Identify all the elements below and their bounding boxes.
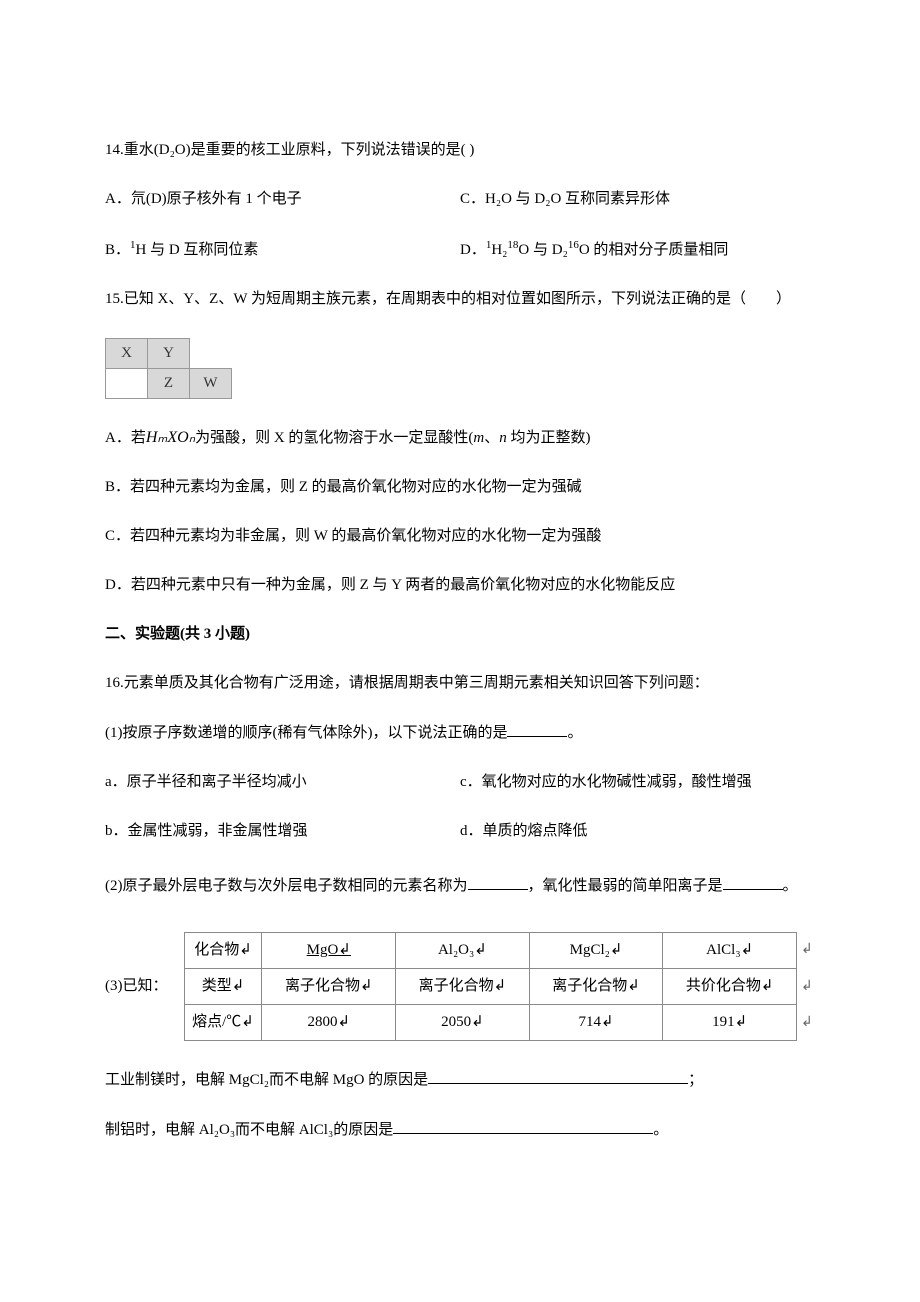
q15-stem: 15.已知 X、Y、Z、W 为短周期主族元素，在周期表中的相对位置如图所示，下列… <box>105 289 815 310</box>
q15-optB: B．若四种元素均为金属，则 Z 的最高价氧化物对应的水化物一定为强碱 <box>105 477 815 498</box>
tcell-r2c0: 类型↲ <box>184 968 262 1004</box>
q16-p1: (1)按原子序数递增的顺序(稀有气体除外)，以下说法正确的是 。 <box>105 722 815 744</box>
tcell-r1c0: 化合物↲ <box>184 932 262 968</box>
tcell-r2c3: 离子化合物↲ <box>529 968 663 1004</box>
q16-stem: 16.元素单质及其化合物有广泛用途，请根据周期表中第三周期元素相关知识回答下列问… <box>105 673 815 694</box>
q15-periodic-table: X Y Z W <box>105 338 232 399</box>
q16-p1-pre: (1)按原子序数递增的顺序(稀有气体除外)，以下说法正确的是 <box>105 725 507 741</box>
pt-cell-w: W <box>190 369 232 399</box>
pt-cell-x: X <box>106 339 148 369</box>
q16-p4-blank <box>428 1069 688 1084</box>
q15-optA-sep: 、 <box>484 430 499 446</box>
q16-p2-pre: (2)原子最外层电子数与次外层电子数相同的元素名称为 <box>105 878 468 894</box>
q16-a: a．原子半径和离子半径均减小 <box>105 772 460 793</box>
q15-optA-mid: 为强酸，则 X 的氢化物溶于水一定显酸性( <box>195 430 473 446</box>
q16-p5-end: 。 <box>653 1122 668 1138</box>
row-end-1: ↲ <box>797 940 815 960</box>
q15-optA-formula: HₘXOₙ <box>146 429 195 446</box>
row-end-marks: ↲ ↲ ↲ <box>797 931 815 1041</box>
q14-optA: A．氘(D)原子核外有 1 个电子 <box>105 189 460 210</box>
q16-p2-blank1 <box>468 875 528 890</box>
q15-optA-end: 均为正整数) <box>507 430 591 446</box>
q14-optD-mid: O 与 D₂ <box>518 242 567 258</box>
tcell-r2c1: 离子化合物↲ <box>262 968 396 1004</box>
q16-c: c．氧化物对应的水化物碱性减弱，酸性增强 <box>460 772 815 793</box>
q14-optB-pre: B． <box>105 242 130 258</box>
q15-optC: C．若四种元素均为非金属，则 W 的最高价氧化物对应的水化物一定为强酸 <box>105 526 815 547</box>
pt-cell-empty <box>106 369 148 399</box>
q16-p3-prefix: (3)已知： <box>105 976 168 997</box>
q16-p5: 制铝时，电解 Al₂O₃而不电解 AlCl₃的原因是 。 <box>105 1119 815 1141</box>
tcell-r1c1: MgO↲ <box>262 932 396 968</box>
tcell-r3c0: 熔点/℃↲ <box>184 1004 262 1040</box>
tcell-r1c2: Al₂O₃↲ <box>396 932 530 968</box>
q16-data-table: 化合物↲ MgO↲ Al₂O₃↲ MgCl₂↲ AlCl₃↲ 类型↲ 离子化合物… <box>184 932 798 1041</box>
q14-row2: B．1H 与 D 互称同位素 D．1H₂18O 与 D₂16O 的相对分子质量相… <box>105 238 815 261</box>
q14-optD-sup2: 18 <box>507 239 518 251</box>
q16-p5-blank <box>393 1119 653 1134</box>
q16-p2-mid: ，氧化性最弱的简单阳离子是 <box>528 878 723 894</box>
q14-optC: C．H₂O 与 D₂O 互称同素异形体 <box>460 189 815 210</box>
q16-p1-blank <box>507 722 567 737</box>
q16-row1: a．原子半径和离子半径均减小 c．氧化物对应的水化物碱性减弱，酸性增强 <box>105 772 815 793</box>
tcell-r1c3: MgCl₂↲ <box>529 932 663 968</box>
q16-p4: 工业制镁时，电解 MgCl₂而不电解 MgO 的原因是 ； <box>105 1069 815 1091</box>
section2-title: 二、实验题(共 3 小题) <box>105 624 815 645</box>
q16-row2: b．金属性减弱，非金属性增强 d．单质的熔点降低 <box>105 821 815 842</box>
q16-b: b．金属性减弱，非金属性增强 <box>105 821 460 842</box>
q14-optD-sup3: 16 <box>568 239 579 251</box>
q15-optA-pre: A．若 <box>105 430 146 446</box>
tcell-r3c3: 714↲ <box>529 1004 663 1040</box>
q16-p1-end: 。 <box>567 725 582 741</box>
q16-p2-blank2 <box>723 875 783 890</box>
q16-p2: (2)原子最外层电子数与次外层电子数相同的元素名称为 ，氧化性最弱的简单阳离子是 。 <box>105 870 815 903</box>
q16-table-wrap: (3)已知： 化合物↲ MgO↲ Al₂O₃↲ MgCl₂↲ AlCl₃↲ 类型… <box>105 931 815 1041</box>
q14-optB: B．1H 与 D 互称同位素 <box>105 238 460 261</box>
tcell-r1c4: AlCl₃↲ <box>663 932 797 968</box>
q15-optA-m: m <box>473 430 484 446</box>
pt-cell-y: Y <box>148 339 190 369</box>
q15-optA: A．若HₘXOₙ为强酸，则 X 的氢化物溶于水一定显酸性(m、n 均为正整数) <box>105 427 815 449</box>
row-end-3: ↲ <box>797 1013 815 1033</box>
tcell-r3c1: 2800↲ <box>262 1004 396 1040</box>
q14-optD-end: O 的相对分子质量相同 <box>579 242 729 258</box>
q14-optB-post: H 与 D 互称同位素 <box>136 242 259 258</box>
q14-stem: 14.重水(D₂O)是重要的核工业原料，下列说法错误的是( ) <box>105 140 815 161</box>
q14-row1: A．氘(D)原子核外有 1 个电子 C．H₂O 与 D₂O 互称同素异形体 <box>105 189 815 210</box>
tcell-r3c2: 2050↲ <box>396 1004 530 1040</box>
q15-periodic-box: X Y Z W <box>105 338 815 399</box>
q16-p4-end: ； <box>688 1072 703 1088</box>
q14-optD-h2: H₂ <box>491 242 507 258</box>
q15-optA-n: n <box>499 430 507 446</box>
q16-p5-pre: 制铝时，电解 Al₂O₃而不电解 AlCl₃的原因是 <box>105 1122 393 1138</box>
row-end-2: ↲ <box>797 977 815 997</box>
q16-p4-pre: 工业制镁时，电解 MgCl₂而不电解 MgO 的原因是 <box>105 1072 428 1088</box>
tcell-r2c2: 离子化合物↲ <box>396 968 530 1004</box>
tcell-r3c4: 191↲ <box>663 1004 797 1040</box>
mgo-label: MgO↲ <box>307 942 351 958</box>
q16-p2-end: 。 <box>783 878 798 894</box>
q14-optD-pre: D． <box>460 242 486 258</box>
tcell-r2c4: 共价化合物↲ <box>663 968 797 1004</box>
q16-d: d．单质的熔点降低 <box>460 821 815 842</box>
q15-optD: D．若四种元素中只有一种为金属，则 Z 与 Y 两者的最高价氧化物对应的水化物能… <box>105 575 815 596</box>
pt-cell-z: Z <box>148 369 190 399</box>
q14-optD: D．1H₂18O 与 D₂16O 的相对分子质量相同 <box>460 238 815 261</box>
